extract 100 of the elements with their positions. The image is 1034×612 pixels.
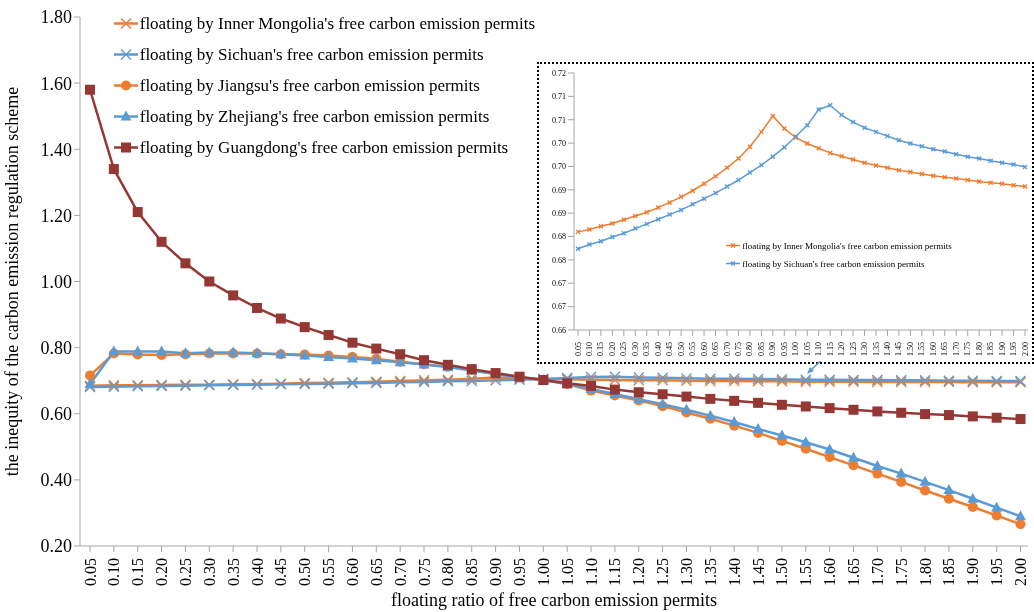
x-tick-label: 0.20 [153, 558, 171, 586]
y-tick-label: 1.00 [40, 271, 72, 292]
x-tick-label: 0.65 [711, 342, 721, 356]
y-tick-label: 0.71 [552, 92, 566, 102]
x-tick-label: 0.10 [105, 558, 123, 586]
y-tick-label: 0.71 [552, 115, 566, 125]
x-tick-label: 0.90 [768, 342, 778, 356]
y-tick-label: 0.69 [552, 209, 566, 219]
x-tick-label: 0.55 [320, 558, 338, 586]
y-tick-label: 0.70 [552, 162, 566, 172]
x-tick-label: 0.45 [272, 558, 290, 586]
x-tick-label: 1.40 [882, 342, 892, 356]
x-axis-title: floating ratio of free carbon emission permits [391, 590, 717, 610]
x-tick-label: 0.60 [343, 558, 361, 586]
x-tick-label: 0.70 [391, 558, 409, 586]
x-tick-label: 1.75 [892, 558, 910, 586]
x-tick-label: 1.20 [837, 342, 847, 356]
x-tick-label: 0.75 [733, 342, 743, 356]
y-tick-label: 1.40 [40, 139, 72, 160]
x-tick-label: 0.40 [653, 342, 663, 356]
x-tick-label: 1.80 [916, 558, 934, 586]
x-tick-label: 0.20 [607, 342, 617, 356]
legend-label: floating by Sichuan's free carbon emission permits [742, 258, 925, 269]
y-tick-label: 0.40 [40, 470, 72, 491]
x-tick-label: 1.50 [905, 342, 915, 356]
x-tick-label: 1.75 [963, 342, 973, 356]
x-tick-label: 0.35 [642, 342, 652, 356]
x-tick-label: 0.60 [699, 342, 709, 356]
y-tick-label: 0.20 [40, 536, 72, 557]
x-tick-label: 1.90 [964, 558, 982, 586]
y-tick-label: 0.69 [552, 185, 566, 195]
x-tick-label: 1.10 [582, 558, 600, 586]
x-tick-label: 1.80 [974, 342, 984, 356]
x-tick-label: 2.00 [1020, 342, 1030, 356]
x-tick-label: 0.70 [722, 342, 732, 356]
x-tick-label: 1.95 [988, 558, 1006, 586]
x-tick-label: 0.25 [176, 558, 194, 586]
y-tick-label: 1.20 [40, 205, 72, 226]
x-tick-label: 0.85 [756, 342, 766, 356]
y-tick-label: 1.60 [40, 73, 72, 94]
x-tick-label: 1.00 [791, 342, 801, 356]
x-tick-label: 0.25 [619, 342, 629, 356]
x-tick-label: 0.30 [630, 342, 640, 356]
x-tick-label: 1.35 [871, 342, 881, 356]
y-tick-label: 0.68 [552, 255, 566, 265]
x-tick-label: 0.10 [584, 342, 594, 356]
legend-label: floating by Inner Mongolia's free carbon emission permits [139, 13, 536, 34]
legend-label: floating by Guangdong's free carbon emission permits [139, 137, 509, 158]
x-tick-label: 1.45 [894, 342, 904, 356]
legend-label: floating by Inner Mongolia's free carbon emission permits [742, 240, 952, 251]
x-tick-label: 0.55 [688, 342, 698, 356]
y-tick-label: 1.80 [40, 7, 72, 28]
x-tick-label: 1.45 [749, 558, 767, 586]
x-tick-label: 1.25 [848, 342, 858, 356]
x-tick-label: 1.35 [701, 558, 719, 586]
x-tick-label: 1.55 [917, 342, 927, 356]
x-tick-label: 2.00 [1012, 558, 1029, 586]
x-tick-label: 0.05 [573, 342, 583, 356]
x-tick-label: 0.05 [81, 558, 99, 586]
x-tick-label: 0.95 [779, 342, 789, 356]
x-tick-label: 1.95 [1009, 342, 1019, 356]
y-tick-label: 0.68 [552, 232, 566, 242]
y-tick-label: 0.66 [552, 325, 566, 335]
y-axis-title: the inequity of the carbon emission regulation scheme [2, 86, 23, 477]
x-tick-label: 1.55 [797, 558, 815, 586]
x-tick-label: 0.40 [248, 558, 266, 586]
x-tick-label: 1.10 [814, 342, 824, 356]
x-tick-label: 0.30 [200, 558, 218, 586]
x-tick-label: 0.35 [224, 558, 242, 586]
x-tick-label: 1.85 [986, 342, 996, 356]
x-tick-label: 1.50 [773, 558, 791, 586]
x-tick-label: 1.25 [654, 558, 672, 586]
x-tick-label: 1.30 [860, 342, 870, 356]
x-tick-label: 0.15 [129, 558, 147, 586]
x-tick-label: 0.95 [510, 558, 528, 586]
x-tick-label: 1.15 [606, 558, 624, 586]
x-tick-label: 0.45 [665, 342, 675, 356]
x-tick-label: 1.30 [677, 558, 695, 586]
x-tick-label: 1.40 [725, 558, 743, 586]
legend-label: floating by Zhejiang's free carbon emission permits [139, 106, 490, 127]
legend-label: floating by Jiangsu's free carbon emission permits [139, 75, 480, 96]
x-tick-label: 0.75 [415, 558, 433, 586]
x-tick-label: 1.65 [940, 342, 950, 356]
x-tick-label: 1.60 [821, 558, 839, 586]
x-tick-label: 0.50 [676, 342, 686, 356]
x-tick-label: 0.65 [367, 558, 385, 586]
x-tick-label: 1.15 [825, 342, 835, 356]
x-tick-label: 1.85 [940, 558, 958, 586]
x-tick-label: 0.15 [596, 342, 606, 356]
y-tick-label: 0.67 [552, 279, 566, 289]
x-tick-label: 1.60 [928, 342, 938, 356]
x-tick-label: 1.20 [630, 558, 648, 586]
x-tick-label: 0.90 [487, 558, 505, 586]
x-tick-label: 0.80 [439, 558, 457, 586]
x-tick-label: 0.80 [745, 342, 755, 356]
y-tick-label: 0.70 [552, 138, 566, 148]
x-tick-label: 1.65 [844, 558, 862, 586]
y-tick-label: 0.72 [552, 68, 566, 78]
y-tick-label: 0.60 [40, 404, 72, 425]
x-tick-label: 1.05 [802, 342, 812, 356]
